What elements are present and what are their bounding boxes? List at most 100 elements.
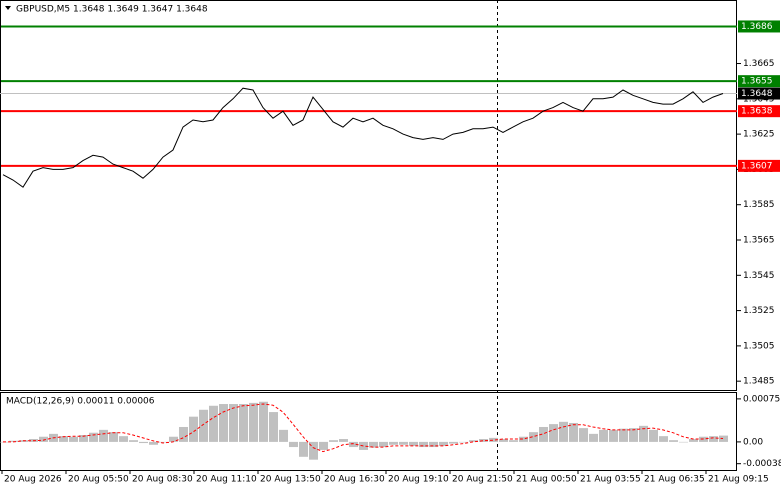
macd-bar: [539, 426, 548, 442]
macd-bar: [79, 435, 88, 442]
macd-bar: [139, 441, 148, 444]
macd-bar: [159, 441, 168, 443]
level-label: 1.3686: [741, 22, 773, 32]
chart-title: GBPUSD,M5 1.3648 1.3649 1.3647 1.3648: [16, 5, 208, 15]
x-tick-label: 20 Aug 19:10: [388, 475, 449, 485]
macd-bar: [349, 441, 358, 448]
macd-bar: [199, 409, 208, 442]
macd-bar: [189, 416, 198, 442]
x-tick-label: 20 Aug 11:10: [196, 475, 257, 485]
macd-bar: [339, 439, 348, 442]
macd-bar: [249, 402, 258, 442]
macd-bar: [319, 441, 328, 450]
macd-bar: [179, 426, 188, 442]
macd-bar: [669, 440, 678, 442]
macd-bar: [459, 441, 468, 443]
macd-title: MACD(12,26,9) 0.00011 0.00006: [6, 397, 155, 407]
y-tick-label: 1.3565: [743, 236, 775, 246]
level-label-box: [738, 75, 780, 88]
macd-bar: [279, 429, 288, 442]
macd-bar: [169, 436, 178, 442]
x-tick-label: 21 Aug 00:50: [516, 475, 577, 485]
y-tick-label: 0.00075: [743, 394, 780, 404]
menu-icon: [5, 6, 11, 10]
macd-bar: [559, 421, 568, 442]
macd-bar: [509, 440, 518, 442]
y-tick-label: 1.3545: [743, 271, 775, 281]
x-tick-label: 21 Aug 03:55: [580, 475, 641, 485]
macd-bar: [469, 440, 478, 442]
level-label-box: [738, 20, 780, 33]
macd-bar: [219, 404, 228, 442]
macd-bar: [449, 441, 458, 444]
macd-bar: [689, 439, 698, 442]
macd-bar: [489, 437, 498, 442]
macd-bar: [549, 424, 558, 442]
macd-bar: [639, 425, 648, 442]
y-tick-label: 1.3665: [743, 59, 775, 69]
macd-bar: [379, 441, 388, 448]
x-tick-label: 20 Aug 08:30: [132, 475, 193, 485]
macd-bar: [659, 436, 668, 442]
x-tick-label: 20 Aug 21:50: [452, 475, 513, 485]
y-tick-label: 1.3585: [743, 200, 775, 210]
macd-bar: [519, 436, 528, 442]
macd-bar: [359, 441, 368, 450]
current-price-label: 1.3648: [741, 89, 773, 99]
y-tick-label: 0.00: [743, 437, 763, 447]
y-tick-label: -0.00038: [743, 459, 781, 469]
x-tick-label: 20 Aug 16:30: [324, 475, 385, 485]
macd-bar: [419, 441, 428, 448]
macd-bar: [599, 429, 608, 442]
macd-bar: [299, 441, 308, 457]
macd-frame: [0, 392, 737, 471]
macd-bar: [719, 435, 728, 442]
x-tick-label: 20 Aug 13:50: [260, 475, 321, 485]
x-tick-label: 20 Aug 05:50: [68, 475, 129, 485]
signal-line: [3, 403, 724, 453]
macd-bar: [619, 428, 628, 442]
level-label-box: [738, 105, 780, 118]
price-line: [2, 87, 724, 188]
macd-bar: [129, 440, 138, 442]
x-tick-label: 20 Aug 2026: [4, 475, 62, 485]
macd-bar: [209, 405, 218, 442]
y-tick-label: 1.3505: [743, 341, 775, 351]
macd-bar: [329, 440, 338, 442]
macd-bar: [589, 433, 598, 442]
y-tick-label: 1.3525: [743, 306, 775, 316]
macd-bar: [529, 432, 538, 442]
macd-bar: [409, 441, 418, 446]
macd-bar: [99, 429, 108, 442]
macd-bar: [89, 432, 98, 442]
y-tick-label: 1.3485: [743, 377, 775, 387]
current-price-box: [738, 87, 780, 100]
macd-bar: [69, 436, 78, 442]
macd-bar: [109, 432, 118, 442]
macd-bar: [629, 428, 638, 442]
macd-bar: [229, 404, 238, 442]
macd-bar: [239, 404, 248, 442]
macd-bar: [309, 441, 318, 460]
macd-bar: [119, 436, 128, 442]
y-tick-label: 1.3625: [743, 130, 775, 140]
macd-bar: [149, 441, 158, 445]
x-tick-label: 21 Aug 09:15: [708, 475, 769, 485]
macd-bar: [59, 436, 68, 442]
level-label-box: [738, 159, 780, 172]
macd-bar: [709, 436, 718, 442]
level-label: 1.3607: [741, 161, 773, 171]
macd-bar: [579, 428, 588, 442]
main-frame: [0, 0, 737, 391]
macd-bar: [389, 441, 398, 445]
level-label: 1.3638: [741, 107, 773, 117]
macd-bar: [439, 441, 448, 446]
macd-bar: [399, 441, 408, 445]
macd-bar: [679, 441, 688, 443]
level-label: 1.3655: [741, 77, 773, 87]
macd-bar: [609, 429, 618, 442]
macd-bar: [269, 412, 278, 442]
